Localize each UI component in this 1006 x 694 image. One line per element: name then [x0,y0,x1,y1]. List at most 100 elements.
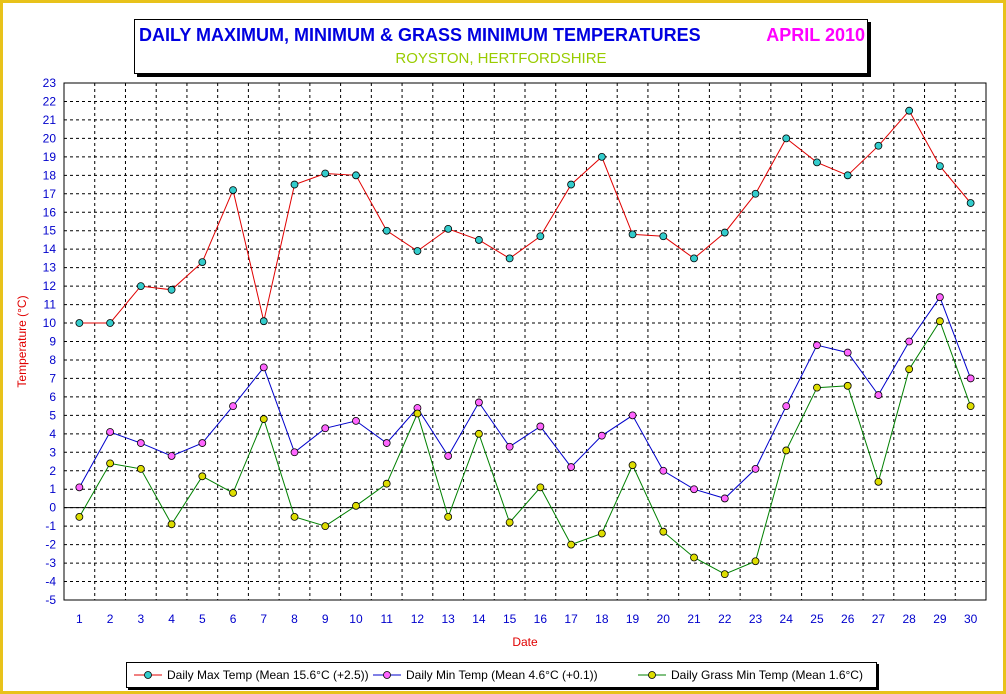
y-tick-label: 22 [43,94,57,108]
data-point [259,317,268,326]
data-point [966,402,975,411]
data-point [936,162,944,170]
y-tick-label: 11 [44,298,57,312]
data-point [751,557,760,566]
x-tick-label: 2 [107,612,114,626]
data-point [352,501,360,510]
data-point [782,446,791,455]
x-tick-label: 6 [230,612,237,626]
x-tick-label: 22 [718,612,732,626]
data-point [474,429,483,438]
x-tick-label: 10 [349,612,363,626]
y-tick-label: 8 [49,353,56,367]
data-point [813,383,821,392]
y-tick-label: 18 [43,168,57,182]
data-point [444,224,453,233]
y-tick-label: 12 [43,279,57,293]
series-line-1 [79,109,971,324]
data-point [352,171,360,180]
data-point [198,258,207,267]
data-point [813,341,821,350]
x-tick-label: 27 [872,612,886,626]
data-point [167,285,176,294]
x-tick-label: 20 [657,612,671,626]
data-point [136,282,145,291]
data-point [567,180,575,189]
y-tick-label: 19 [43,150,57,164]
y-tick-label: 23 [43,76,57,90]
data-point [444,513,453,521]
y-tick-label: -1 [45,519,56,533]
legend-label: Daily Grass Min Temp (Mean 1.6°C) [671,668,863,682]
data-point [843,348,852,357]
data-point [751,465,760,473]
data-point [290,180,299,189]
data-point [690,553,698,562]
data-point [505,254,514,263]
y-tick-label: 0 [49,501,56,515]
x-tick-label: 21 [687,612,701,626]
x-tick-label: 7 [260,612,267,626]
data-point [167,520,176,529]
data-point [75,513,84,521]
x-tick-label: 18 [595,612,609,626]
data-point [905,365,914,374]
data-point [75,319,84,327]
x-tick-label: 14 [472,612,486,626]
data-point [536,422,545,431]
data-point [136,439,145,447]
data-point [290,448,299,457]
x-tick-label: 5 [199,612,206,626]
data-point [505,518,514,527]
data-point [966,374,975,383]
legend-label: Daily Min Temp (Mean 4.6°C (+0.1)) [406,668,598,682]
x-tick-label: 16 [534,612,548,626]
data-point [936,293,944,302]
x-tick-label: 25 [810,612,824,626]
data-point [198,439,207,447]
data-point [628,411,637,420]
y-tick-label: 4 [49,427,56,441]
y-tick-label: 17 [43,187,57,201]
data-point [321,169,330,178]
data-point [597,431,606,440]
data-point [813,158,821,167]
y-tick-label: 3 [49,445,56,459]
data-point [720,494,729,503]
data-point [936,317,944,326]
data-point [352,416,360,425]
x-tick-label: 29 [933,612,947,626]
data-point [229,402,237,411]
data-point [628,230,637,239]
y-tick-label: -3 [45,556,56,570]
y-tick-label: -5 [45,593,56,607]
y-tick-label: 21 [43,113,57,127]
x-tick-label: 19 [626,612,640,626]
data-point [413,247,422,255]
data-point [382,439,391,447]
legend: Daily Max Temp (Mean 15.6°C (+2.5)) Daily… [126,662,877,688]
data-point [321,522,330,531]
x-tick-label: 15 [503,612,517,626]
legend-swatch [373,671,401,679]
data-point [690,254,698,263]
x-tick-label: 3 [137,612,144,626]
y-tick-label: 16 [43,205,57,219]
data-point [720,228,729,237]
data-point [259,415,268,423]
legend-label: Daily Max Temp (Mean 15.6°C (+2.5)) [167,668,369,682]
series-line-2 [78,296,972,499]
x-tick-label: 11 [380,612,393,626]
data-point [413,409,422,418]
data-point [874,391,883,399]
x-tick-label: 26 [841,612,855,626]
data-point [690,485,698,494]
y-tick-label: 15 [43,224,57,238]
data-point [505,442,514,451]
y-tick-label: 6 [49,390,56,404]
series-line-3 [78,320,972,575]
data-point [536,483,545,492]
y-tick-label: 1 [49,482,56,496]
data-point [966,199,975,207]
